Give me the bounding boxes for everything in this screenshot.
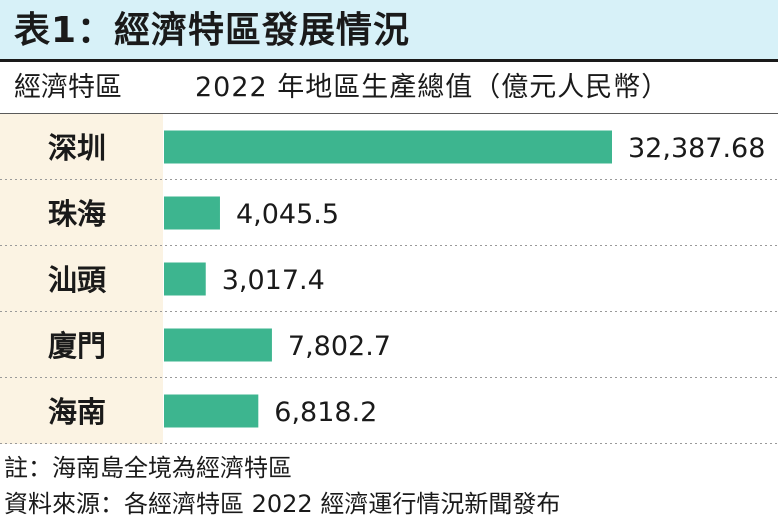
- value-label: 6,818.2: [274, 397, 377, 428]
- value-label: 7,802.7: [288, 331, 391, 362]
- value-label: 32,387.68: [628, 133, 765, 164]
- bar: [164, 262, 206, 296]
- bar: [164, 196, 220, 230]
- footnote: 註：海南島全境為經濟特區: [4, 454, 292, 482]
- category-band: [0, 114, 163, 444]
- bar-chart: 深圳 32,387.68 珠海 4,045.5 汕頭 3,017.4 廈門 7,802.7 海南…: [0, 114, 778, 444]
- title-banner: 表1：經濟特區發展情況: [0, 0, 778, 62]
- category-column-header: 經濟特區: [14, 72, 122, 103]
- category-label: 廈門: [48, 329, 106, 363]
- value-label: 3,017.4: [222, 265, 325, 296]
- bar: [164, 130, 612, 164]
- category-label: 珠海: [48, 197, 106, 231]
- category-label: 海南: [48, 395, 106, 429]
- source-note: 資料來源：各經濟特區 2022 經濟運行情況新聞發布: [4, 490, 561, 518]
- category-label: 汕頭: [48, 263, 107, 297]
- category-label: 深圳: [48, 131, 106, 165]
- value-label: 4,045.5: [236, 199, 339, 230]
- bar: [164, 394, 259, 428]
- column-header-row: 經濟特區 2022 年地區生產總值（億元人民幣）: [0, 62, 778, 114]
- value-column-header: 2022 年地區生產總值（億元人民幣）: [195, 72, 670, 103]
- chart-title: 表1：經濟特區發展情況: [14, 10, 411, 51]
- bar: [164, 328, 272, 362]
